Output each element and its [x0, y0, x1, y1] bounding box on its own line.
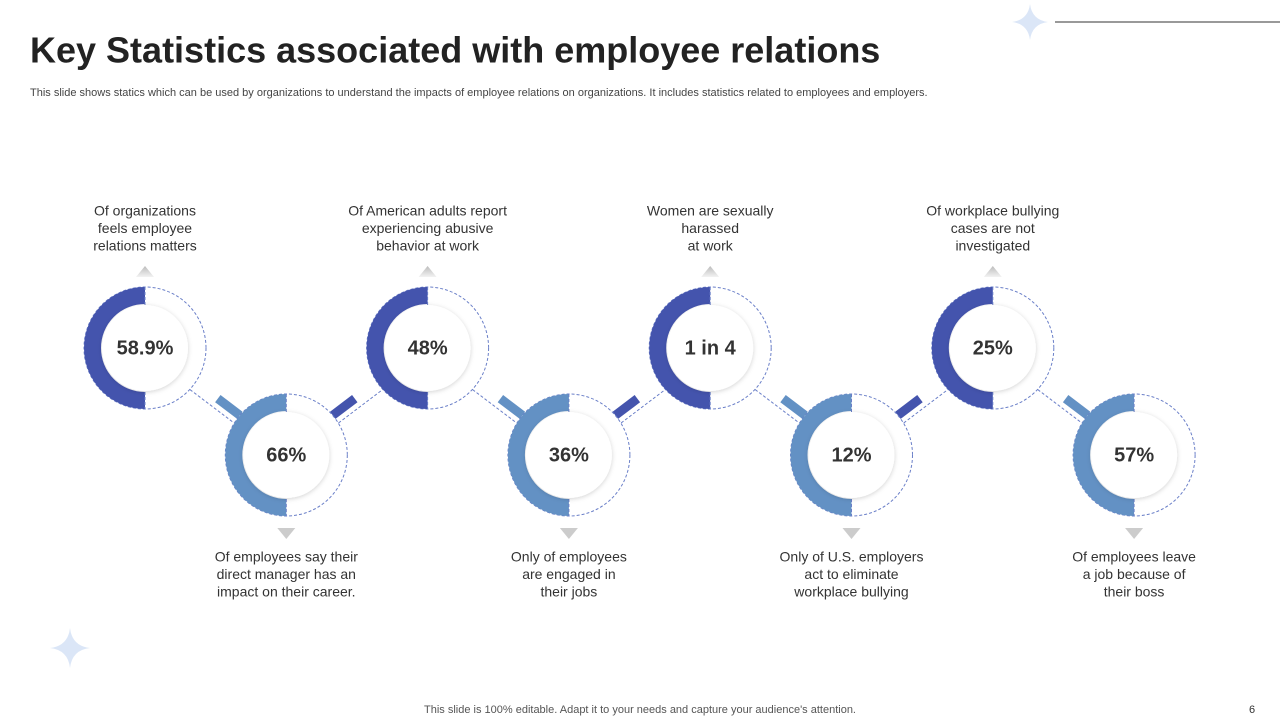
stat-caption: Only of U.S. employers: [780, 549, 924, 565]
stat-value: 12%: [831, 444, 871, 466]
stat-caption: feels employee: [98, 220, 192, 236]
stat-caption: at work: [688, 238, 734, 254]
stat-caption: Of employees leave: [1072, 549, 1196, 565]
connector-dashed: [338, 389, 383, 424]
ring-half: [1073, 394, 1135, 516]
ring-half: [931, 287, 994, 409]
ring-half: [649, 287, 711, 409]
connector-bar: [895, 395, 923, 419]
star-decoration: [50, 628, 90, 668]
stat-caption: Only of employees: [511, 549, 627, 565]
pointer: [701, 266, 720, 277]
connector-bar: [215, 395, 243, 419]
ring-center: [667, 305, 754, 391]
ring-center: [949, 305, 1036, 391]
ring-center: [243, 412, 330, 498]
stat-caption: are engaged in: [522, 566, 615, 582]
ring-half: [225, 394, 287, 516]
ring-center: [808, 412, 895, 498]
connector-bar: [330, 395, 358, 419]
connector-dashed: [754, 389, 800, 424]
connector-dashed: [1037, 389, 1083, 424]
ring-half: [790, 394, 852, 516]
page-number: 6: [1249, 704, 1255, 716]
stat-caption: direct manager has an: [217, 566, 356, 582]
stat-caption: their jobs: [540, 584, 597, 600]
pointer: [983, 266, 1002, 277]
stat-caption: cases are not: [951, 220, 1035, 236]
connector-dashed: [620, 389, 666, 424]
pointer: [136, 266, 154, 277]
stat-caption: Women are sexually: [647, 203, 774, 219]
stat-caption: their boss: [1104, 584, 1165, 600]
ring-center: [102, 305, 188, 391]
connector-dashed: [472, 389, 517, 424]
stat-caption: workplace bullying: [793, 584, 908, 600]
footer-note: This slide is 100% editable. Adapt it to…: [424, 704, 856, 716]
ring-half: [507, 394, 570, 516]
stat-value: 66%: [266, 444, 306, 466]
stat-value: 57%: [1114, 444, 1154, 466]
stat-caption: experiencing abusive: [362, 220, 494, 236]
ring-half: [84, 287, 146, 409]
stat-value: 1 in 4: [685, 337, 737, 359]
stat-caption: behavior at work: [376, 238, 480, 254]
ring-center: [525, 412, 612, 498]
connector-bar: [780, 395, 808, 419]
pointer: [277, 528, 296, 539]
star-decoration: [1012, 4, 1048, 40]
pointer: [559, 528, 578, 539]
pointer: [418, 266, 437, 277]
stat-caption: investigated: [955, 238, 1030, 254]
connector-dashed: [903, 389, 949, 424]
stat-caption: Of organizations: [94, 203, 196, 219]
stat-caption: Of employees say their: [215, 549, 359, 565]
stat-caption: Of American adults report: [348, 203, 507, 219]
stat-value: 58.9%: [117, 337, 174, 359]
pointer: [842, 528, 861, 539]
connector-bar: [1062, 395, 1091, 419]
pointer: [1125, 528, 1144, 539]
ring-center: [384, 305, 471, 391]
stat-caption: a job because of: [1083, 566, 1186, 582]
subtitle: This slide shows statics which can be us…: [30, 87, 928, 99]
connector-bar: [612, 395, 641, 419]
stat-value: 36%: [549, 444, 589, 466]
title: Key Statistics associated with employee …: [30, 30, 880, 71]
stat-value: 25%: [973, 337, 1013, 359]
stat-caption: act to eliminate: [804, 566, 898, 582]
stat-value: 48%: [408, 337, 448, 359]
stat-caption: Of workplace bullying: [926, 203, 1059, 219]
stat-caption: impact on their career.: [217, 584, 356, 600]
stat-caption: harassed: [681, 220, 739, 236]
stat-caption: relations matters: [93, 238, 196, 254]
connector-dashed: [189, 389, 235, 424]
ring-center: [1091, 412, 1178, 498]
ring-half: [366, 287, 428, 409]
connector-bar: [497, 395, 526, 419]
